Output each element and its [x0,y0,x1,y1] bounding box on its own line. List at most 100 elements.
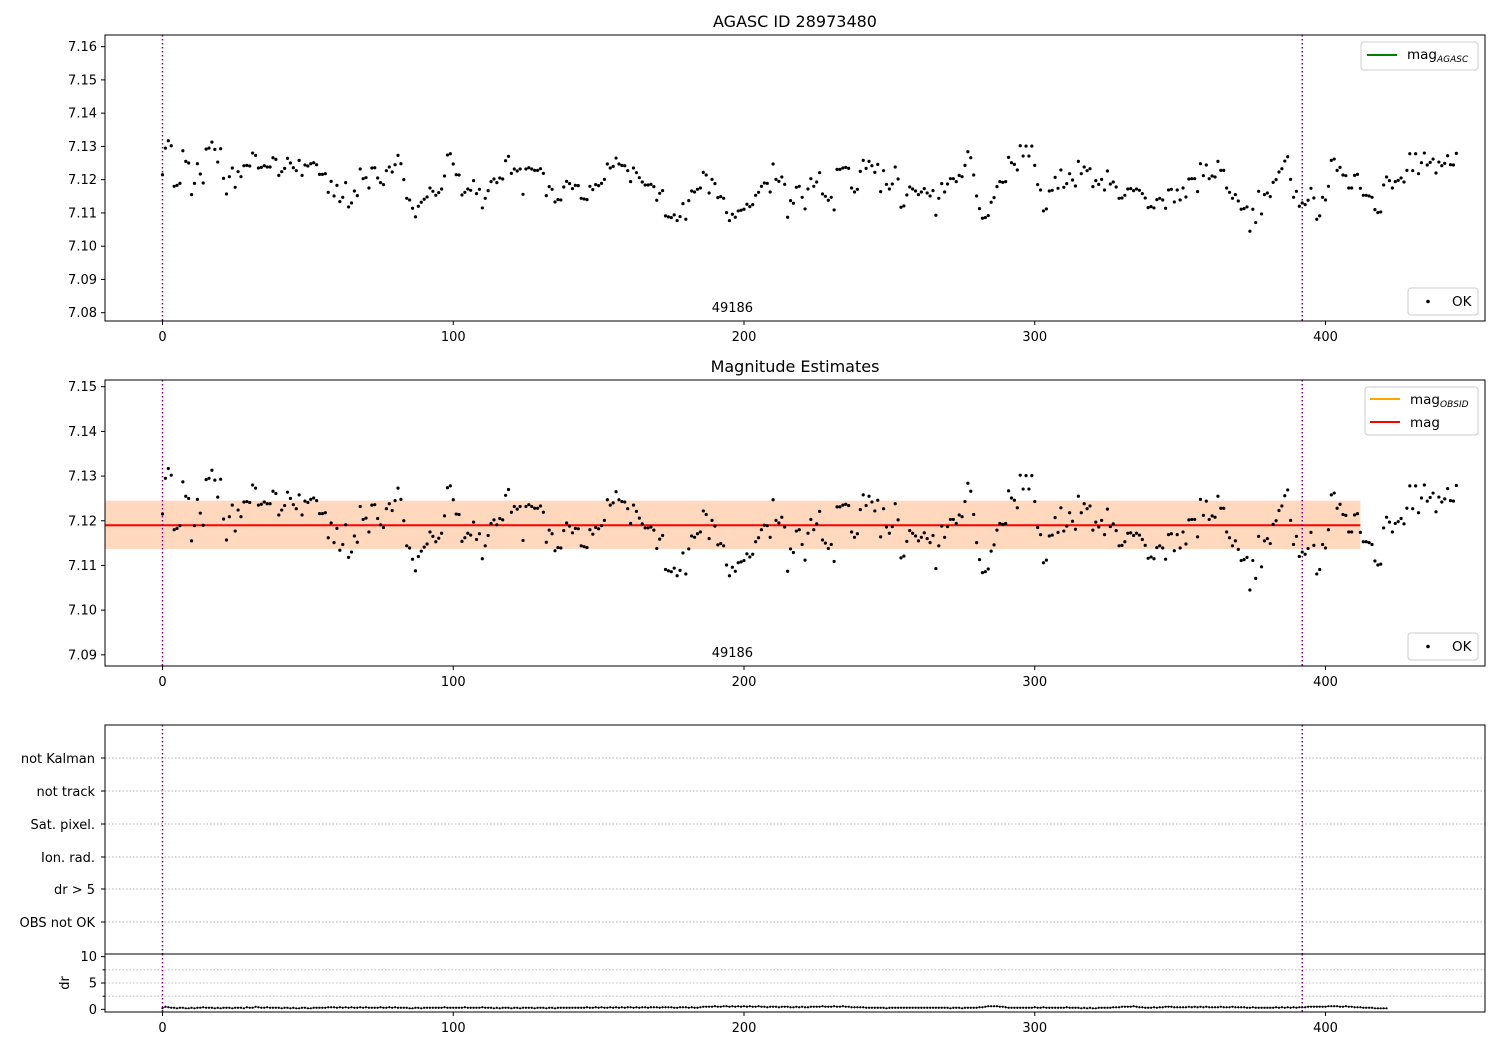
dr-point [1054,1006,1057,1009]
data-point [524,504,528,509]
dr-point [1155,1006,1158,1009]
data-point [384,507,388,511]
dr-point [452,1006,455,1009]
data-point [1239,207,1243,211]
data-point [556,198,560,202]
data-point [1041,561,1046,565]
data-point [1326,528,1331,532]
dr-point [739,1005,743,1008]
data-point [777,521,781,525]
data-point [1239,558,1243,563]
data-point [535,168,540,172]
dr-point [1373,1007,1377,1010]
y-tick-label: 7.09 [68,273,97,288]
dr-point [443,1006,446,1009]
dr-point [268,1006,272,1009]
dr-point [574,1006,577,1009]
data-point [349,550,354,554]
data-point [759,184,764,188]
data-point [783,525,787,529]
dr-point [1123,1005,1126,1008]
dr-point [1382,1007,1385,1010]
data-point [280,508,284,512]
data-point [1143,543,1147,547]
dr-point [1007,1006,1010,1009]
data-point [992,196,996,200]
data-point [1050,533,1054,537]
data-point [786,569,790,573]
dr-point [318,1006,321,1009]
data-point [1408,484,1412,488]
dr-point [742,1005,746,1008]
dr-point [655,1006,658,1009]
data-point [1416,511,1421,515]
data-point [451,162,455,166]
dr-point [170,1006,173,1009]
data-point [1446,154,1450,158]
data-point [506,154,511,158]
data-point [1117,196,1121,200]
dr-point [873,1006,876,1009]
data-point [1073,527,1078,531]
data-point [442,174,447,178]
data-point [617,162,621,166]
dr-point [248,1006,251,1009]
dr-point [1056,1006,1060,1009]
x-tick-label: 0 [158,1021,166,1036]
dr-point [286,1006,289,1009]
dr-point [920,1006,923,1009]
dr-point [847,1005,850,1008]
dr-point [984,1005,987,1008]
data-point [253,486,258,490]
dr-point [341,1006,344,1009]
dr-point [981,1006,984,1009]
data-point [934,566,938,571]
data-point [367,186,371,190]
data-point [844,165,848,169]
obsid-label: 49186 [712,646,753,661]
data-point [1059,506,1063,510]
data-point [355,540,359,544]
data-point [690,534,694,538]
x-tick-label: 400 [1313,330,1338,345]
data-point [692,190,697,194]
dr-point [1187,1005,1190,1008]
dr-point [210,1006,214,1009]
flag-label: not Kalman [21,752,95,767]
dr-point [614,1006,618,1009]
dr-point [431,1006,434,1009]
data-point [1178,546,1182,550]
data-point [1079,172,1083,176]
data-point [774,177,778,181]
dr-point [620,1006,623,1009]
data-point [660,533,665,538]
dr-point [321,1006,324,1009]
data-point [905,193,909,197]
data-point [303,499,307,503]
data-point [1291,542,1296,547]
data-point [815,522,819,526]
dr-point [309,1007,312,1010]
data-point [722,544,726,548]
data-point [1204,163,1208,167]
dr-point [414,1006,417,1009]
data-point [794,529,798,533]
data-point [812,528,816,532]
dr-point [1062,1006,1065,1009]
data-point [474,537,479,542]
data-point [440,187,444,191]
dr-point [1304,1006,1307,1009]
data-point [626,507,630,511]
data-point [646,183,650,187]
data-point [463,536,467,540]
data-point [274,157,278,161]
dr-point [841,1005,844,1008]
data-point [658,537,662,541]
data-point [931,189,935,193]
data-point [474,192,479,196]
y-tick-label: 7.13 [68,140,97,155]
dr-point [327,1006,330,1009]
data-point [1178,198,1182,202]
data-point [541,510,545,514]
data-point [1146,556,1150,560]
